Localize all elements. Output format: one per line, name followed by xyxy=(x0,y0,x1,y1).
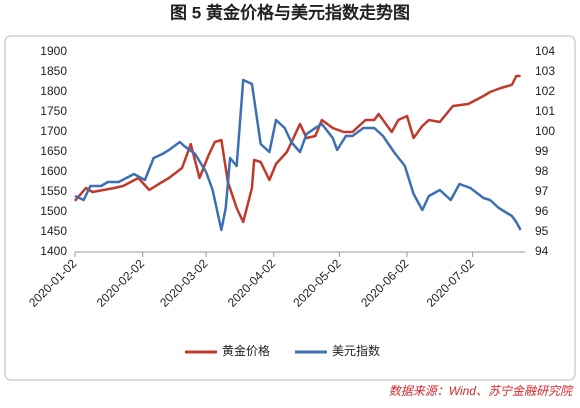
chart-frame xyxy=(4,35,576,381)
y2-tick-label: 101 xyxy=(535,104,555,118)
y-tick-label: 1650 xyxy=(40,144,67,158)
legend-label: 美元指数 xyxy=(332,343,380,358)
y-tick-label: 1550 xyxy=(40,184,67,198)
y-tick-label: 1400 xyxy=(40,244,67,258)
y2-tick-label: 96 xyxy=(535,204,549,218)
y-tick-label: 1900 xyxy=(40,44,67,58)
chart-title: 图 5 黄金价格与美元指数走势图 xyxy=(170,2,410,22)
legend-label: 黄金价格 xyxy=(222,343,270,358)
x-tick-label: 2020-06-02 xyxy=(358,256,412,310)
x-tick-label: 2020-01-02 xyxy=(26,256,80,310)
y2-tick-label: 102 xyxy=(535,84,555,98)
y2-tick-label: 98 xyxy=(535,164,549,178)
y2-tick-label: 95 xyxy=(535,224,549,238)
y-tick-label: 1500 xyxy=(40,204,67,218)
x-tick-label: 2020-05-02 xyxy=(290,256,344,310)
series-line xyxy=(74,74,521,224)
y-tick-label: 1800 xyxy=(40,84,67,98)
y-tick-label: 1850 xyxy=(40,64,67,78)
y2-tick-label: 94 xyxy=(535,244,549,258)
y-tick-label: 1750 xyxy=(40,104,67,118)
y-tick-label: 1450 xyxy=(40,224,67,238)
y2-tick-label: 100 xyxy=(535,124,555,138)
x-tick-label: 2020-03-02 xyxy=(157,256,211,310)
x-tick-label: 2020-04-02 xyxy=(225,256,279,310)
source-note: 数据来源：Wind、苏宁金融研究院 xyxy=(389,384,574,398)
y2-tick-label: 97 xyxy=(535,184,549,198)
y2-tick-label: 104 xyxy=(535,44,555,58)
y2-tick-label: 103 xyxy=(535,64,555,78)
y2-tick-label: 99 xyxy=(535,144,549,158)
y-tick-label: 1600 xyxy=(40,164,67,178)
series-line xyxy=(74,78,522,232)
x-tick-label: 2020-07-02 xyxy=(424,256,478,310)
y-tick-label: 1700 xyxy=(40,124,67,138)
x-tick-label: 2020-02-02 xyxy=(94,256,148,310)
